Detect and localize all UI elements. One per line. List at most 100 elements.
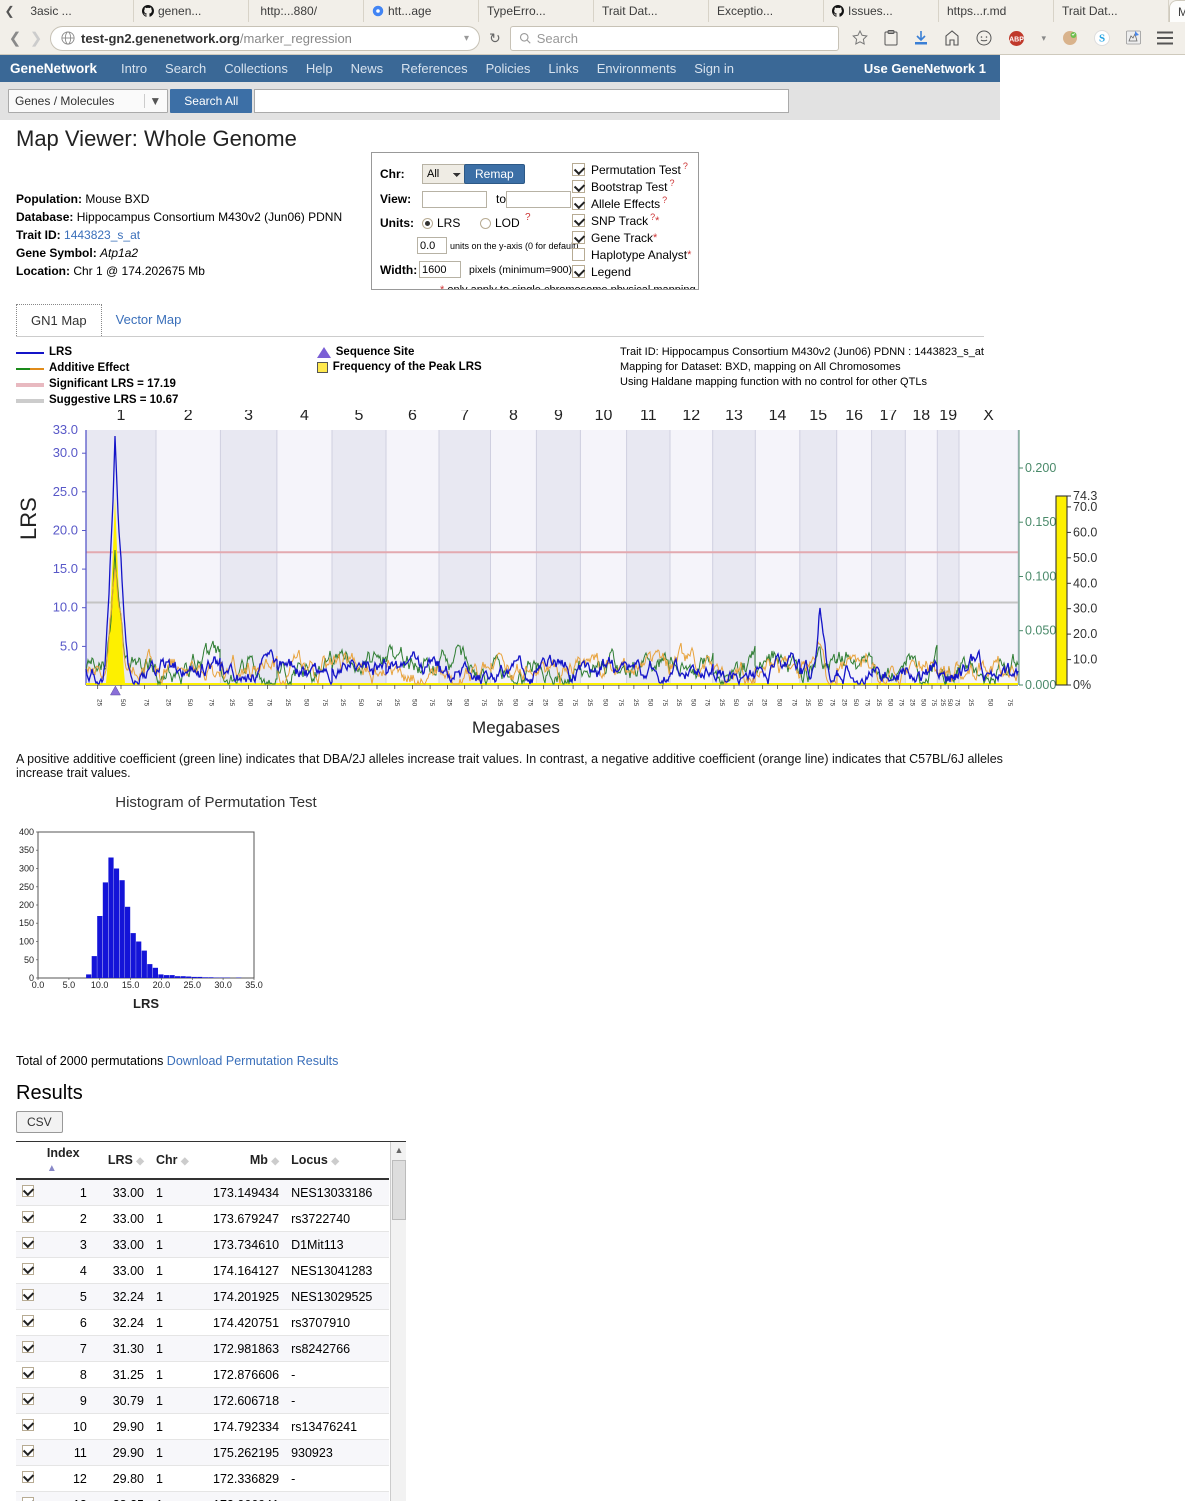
svg-text:25: 25 — [393, 699, 400, 707]
svg-text:75: 75 — [864, 699, 871, 707]
svg-text:25: 25 — [542, 699, 549, 707]
svg-text:25: 25 — [284, 699, 291, 707]
svg-text:1: 1 — [117, 410, 126, 424]
svg-text:75: 75 — [953, 699, 960, 707]
svg-text:19: 19 — [939, 410, 957, 424]
svg-text:LRS: LRS — [133, 996, 159, 1011]
svg-text:75: 75 — [1006, 699, 1013, 707]
svg-text:25: 25 — [939, 699, 946, 707]
svg-text:40.0: 40.0 — [1073, 576, 1097, 590]
svg-text:50: 50 — [186, 699, 193, 707]
svg-text:25: 25 — [228, 699, 235, 707]
svg-text:25: 25 — [804, 699, 811, 707]
svg-text:0.200: 0.200 — [1025, 461, 1056, 475]
svg-text:15.0: 15.0 — [122, 980, 140, 990]
svg-text:16: 16 — [845, 410, 863, 424]
svg-text:5.0: 5.0 — [60, 638, 78, 653]
svg-text:15.0: 15.0 — [53, 561, 78, 576]
svg-text:30.0: 30.0 — [1073, 602, 1097, 616]
svg-text:50: 50 — [556, 699, 563, 707]
svg-text:75: 75 — [480, 699, 487, 707]
svg-text:15: 15 — [809, 410, 827, 424]
svg-text:250: 250 — [19, 882, 34, 892]
svg-text:50.0: 50.0 — [1073, 551, 1097, 565]
svg-text:0%: 0% — [1073, 678, 1091, 692]
svg-text:50: 50 — [732, 699, 739, 707]
svg-text:30.0: 30.0 — [53, 445, 78, 460]
svg-text:25: 25 — [841, 699, 848, 707]
svg-text:25.0: 25.0 — [184, 980, 202, 990]
svg-text:X: X — [983, 410, 994, 424]
svg-text:150: 150 — [19, 918, 34, 928]
svg-text:50: 50 — [852, 699, 859, 707]
svg-text:300: 300 — [19, 864, 34, 874]
svg-text:7: 7 — [460, 410, 469, 424]
svg-text:25: 25 — [909, 699, 916, 707]
svg-text:50: 50 — [886, 699, 893, 707]
svg-text:S: S — [1099, 33, 1105, 45]
svg-text:75: 75 — [829, 699, 836, 707]
svg-text:75: 75 — [898, 699, 905, 707]
svg-text:200: 200 — [19, 900, 34, 910]
svg-text:10.0: 10.0 — [91, 980, 109, 990]
svg-text:75: 75 — [704, 699, 711, 707]
svg-text:20.0: 20.0 — [153, 980, 171, 990]
svg-text:50: 50 — [511, 699, 518, 707]
svg-text:14: 14 — [769, 410, 787, 424]
svg-text:10: 10 — [595, 410, 613, 424]
svg-text:25: 25 — [718, 699, 725, 707]
svg-text:25: 25 — [632, 699, 639, 707]
svg-text:25: 25 — [586, 699, 593, 707]
svg-text:75: 75 — [571, 699, 578, 707]
svg-text:5: 5 — [355, 410, 364, 424]
svg-text:25: 25 — [165, 699, 172, 707]
svg-text:9: 9 — [554, 410, 563, 424]
svg-text:0.100: 0.100 — [1025, 570, 1056, 584]
svg-text:25: 25 — [496, 699, 503, 707]
svg-text:4: 4 — [300, 410, 309, 424]
svg-text:75: 75 — [208, 699, 215, 707]
svg-text:10.0: 10.0 — [1073, 653, 1097, 667]
svg-text:75: 75 — [428, 699, 435, 707]
svg-text:100: 100 — [19, 937, 34, 947]
svg-text:50: 50 — [302, 699, 309, 707]
svg-text:0.000: 0.000 — [1025, 678, 1056, 692]
svg-text:6: 6 — [408, 410, 417, 424]
svg-text:0.0: 0.0 — [32, 980, 45, 990]
svg-text:18: 18 — [912, 410, 930, 424]
svg-text:3: 3 — [244, 410, 253, 424]
svg-text:25.0: 25.0 — [53, 484, 78, 499]
svg-text:25: 25 — [967, 699, 974, 707]
svg-text:75: 75 — [142, 699, 149, 707]
svg-text:33.0: 33.0 — [53, 422, 78, 437]
svg-text:8: 8 — [509, 410, 518, 424]
svg-text:75: 75 — [321, 699, 328, 707]
svg-text:50: 50 — [602, 699, 609, 707]
svg-text:50: 50 — [463, 699, 470, 707]
svg-text:74.3: 74.3 — [1073, 489, 1097, 503]
svg-text:35.0: 35.0 — [245, 980, 263, 990]
svg-text:0.150: 0.150 — [1025, 515, 1056, 529]
svg-text:50: 50 — [987, 699, 994, 707]
svg-text:25: 25 — [875, 699, 882, 707]
svg-text:75: 75 — [266, 699, 273, 707]
svg-text:12: 12 — [682, 410, 700, 424]
svg-text:50: 50 — [776, 699, 783, 707]
svg-text:50: 50 — [24, 955, 34, 965]
svg-text:50: 50 — [919, 699, 926, 707]
svg-text:30.0: 30.0 — [214, 980, 232, 990]
svg-text:75: 75 — [527, 699, 534, 707]
svg-text:17: 17 — [880, 410, 898, 424]
svg-text:13: 13 — [725, 410, 743, 424]
svg-text:75: 75 — [746, 699, 753, 707]
svg-text:5.0: 5.0 — [63, 980, 76, 990]
svg-text:75: 75 — [375, 699, 382, 707]
svg-text:50: 50 — [816, 699, 823, 707]
svg-text:20.0: 20.0 — [53, 523, 78, 538]
svg-text:75: 75 — [930, 699, 937, 707]
svg-text:25: 25 — [339, 699, 346, 707]
svg-text:50: 50 — [247, 699, 254, 707]
svg-text:ABP: ABP — [1010, 36, 1025, 43]
svg-text:75: 75 — [617, 699, 624, 707]
svg-text:25: 25 — [96, 699, 103, 707]
